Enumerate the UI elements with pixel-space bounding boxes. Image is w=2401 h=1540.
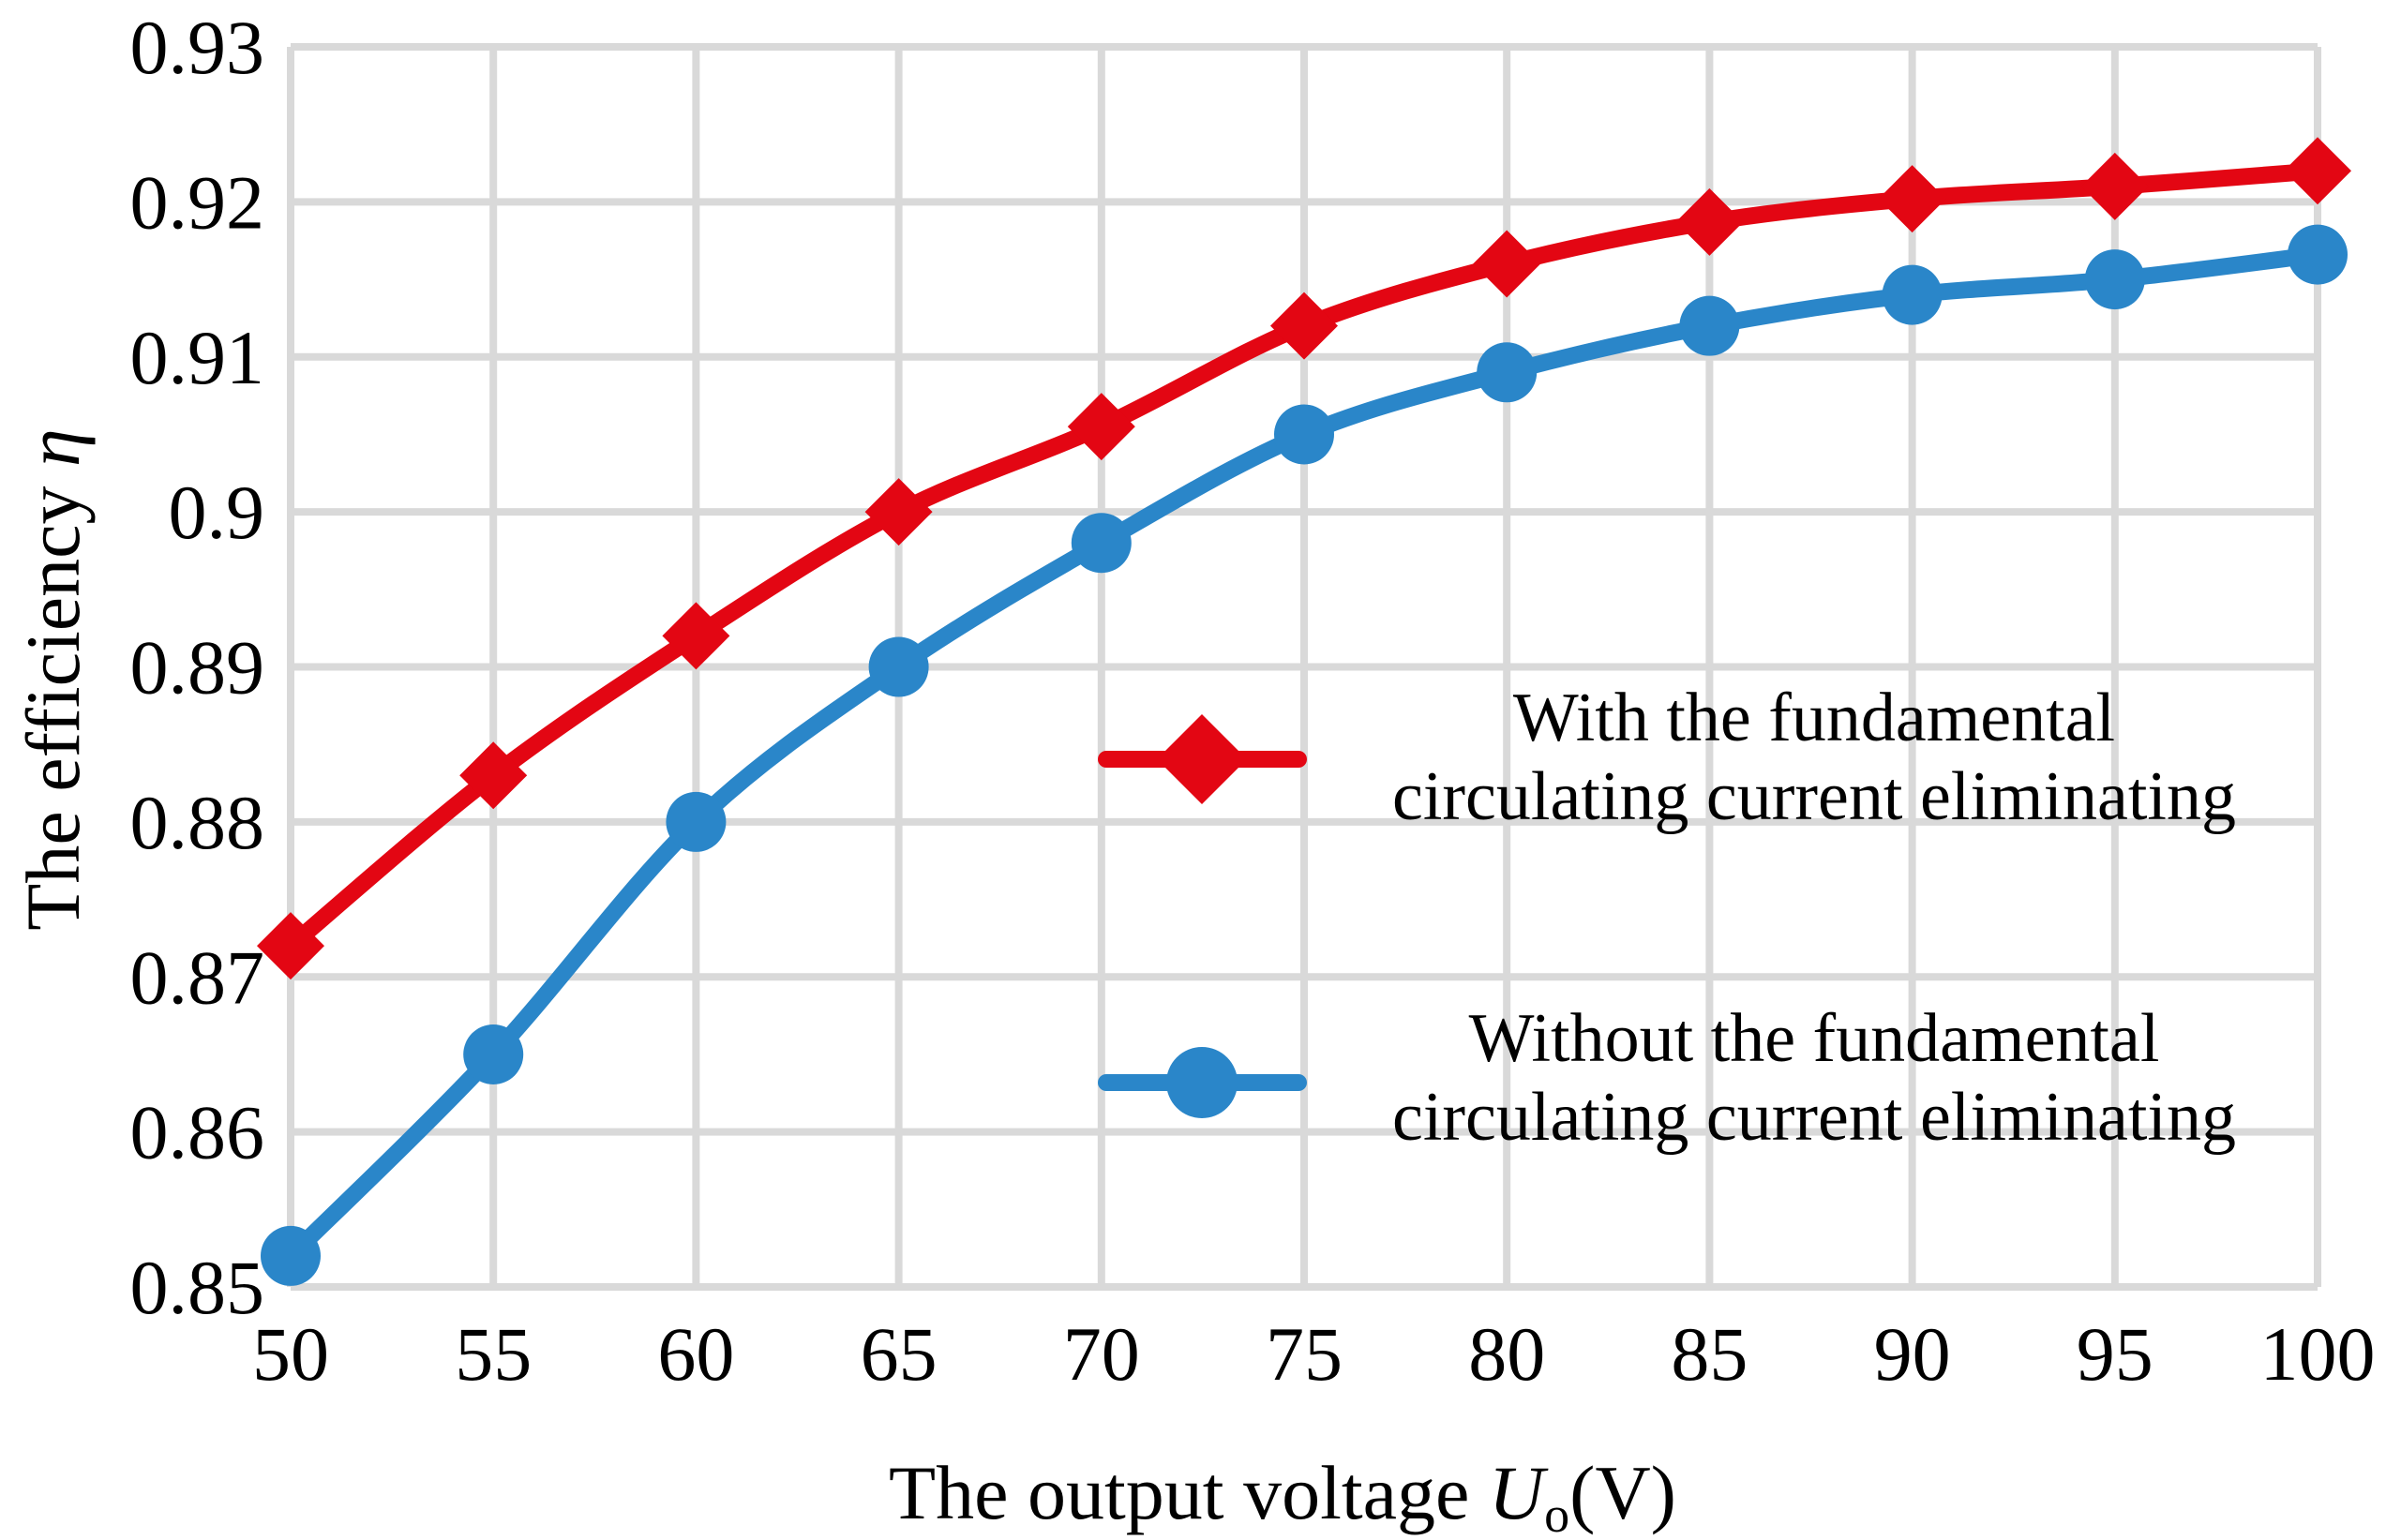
data-point-circle (2084, 249, 2145, 310)
data-point-circle (1679, 295, 1740, 356)
x-axis-title: The output voltage Uo(V) (889, 1450, 1676, 1535)
legend-diamond-marker (1157, 714, 1247, 804)
x-tick-label: 100 (2260, 1311, 2376, 1397)
y-tick-label: 0.87 (130, 934, 265, 1020)
x-tick-label: 80 (1468, 1311, 1545, 1397)
data-point-diamond (257, 912, 324, 980)
series-without (261, 224, 2348, 1286)
data-point-circle (868, 636, 929, 697)
data-point-diamond (2080, 152, 2149, 220)
data-point-diamond (1473, 230, 1541, 298)
series-line (282, 246, 2326, 1264)
y-axis-title: The efficiency η (10, 428, 96, 930)
y-tick-label: 0.91 (130, 315, 265, 400)
data-point-circle (1882, 264, 1943, 325)
data-point-circle (666, 791, 727, 852)
data-point-circle (1477, 342, 1538, 403)
y-tick-label: 0.88 (130, 780, 265, 865)
data-point-circle (2288, 224, 2348, 285)
data-point-diamond (1067, 393, 1135, 461)
data-point-circle (1071, 513, 1132, 574)
x-tick-label: 50 (252, 1311, 329, 1397)
legend-circle-marker (1166, 1047, 1238, 1118)
data-point-diamond (1878, 165, 1946, 233)
legend-label-without-line1: Without the fundamental (1469, 1000, 2160, 1077)
data-point-diamond (662, 602, 730, 670)
x-tick-label: 55 (455, 1311, 532, 1397)
data-point-diamond (459, 741, 528, 810)
series-with (257, 137, 2351, 980)
data-point-diamond (1675, 187, 1744, 256)
data-point-diamond (1270, 292, 1338, 360)
x-tick-label: 85 (1671, 1311, 1748, 1397)
y-tick-label: 0.9 (169, 470, 265, 555)
data-point-diamond (2284, 137, 2351, 205)
y-tick-label: 0.85 (130, 1245, 265, 1330)
y-tick-label: 0.93 (130, 5, 265, 90)
ticks-layer: 50 55 60 65 70 75 80 85 90 95 100 0.85 0.86 0.87 0.88 0… (130, 5, 2376, 1397)
x-tick-label: 90 (1874, 1311, 1951, 1397)
series-layer (257, 137, 2351, 1286)
series-line (282, 162, 2326, 955)
y-tick-label: 0.92 (130, 159, 265, 245)
x-tick-label: 75 (1266, 1311, 1343, 1397)
legend-item-without: Without the fundamental circulating curr… (1098, 1000, 2236, 1156)
x-tick-label: 70 (1063, 1311, 1140, 1397)
legend: With the fundamental circulating current… (1098, 680, 2236, 1156)
legend-label-with-line2: circulating current eliminating (1392, 758, 2236, 835)
data-point-circle (463, 1024, 524, 1084)
y-tick-label: 0.89 (130, 625, 265, 710)
y-tick-label: 0.86 (130, 1090, 265, 1175)
x-tick-label: 95 (2077, 1311, 2153, 1397)
legend-item-with: With the fundamental circulating current… (1098, 680, 2236, 835)
data-point-diamond (864, 478, 933, 546)
data-point-circle (261, 1225, 321, 1286)
x-tick-label: 65 (861, 1311, 938, 1397)
legend-label-without-line2: circulating current eliminating (1392, 1079, 2236, 1156)
legend-label-with-line1: With the fundamental (1513, 680, 2115, 756)
x-tick-label: 60 (657, 1311, 734, 1397)
data-point-circle (1274, 404, 1334, 465)
